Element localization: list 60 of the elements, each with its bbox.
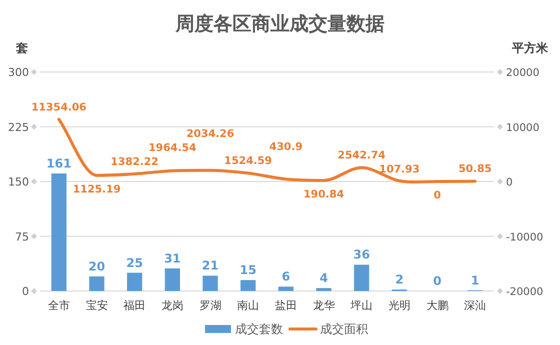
bar — [89, 276, 104, 291]
x-tick-label: 南山 — [237, 299, 260, 312]
data-label: 36 — [353, 248, 370, 262]
y2-tick-label: -20000 — [506, 286, 544, 298]
x-tick-label: 坪山 — [350, 299, 373, 312]
x-tick-label: 龙华 — [312, 299, 335, 312]
x-tick-label: 宝安 — [86, 299, 108, 312]
x-tick-label: 大鹏 — [426, 299, 448, 312]
x-tick-label: 全市 — [48, 299, 70, 312]
y2-tick-label: 10000 — [506, 122, 540, 134]
data-label: 0 — [433, 274, 442, 288]
bar — [354, 264, 370, 291]
data-label: 15 — [240, 263, 256, 278]
data-label: 1524.59 — [224, 155, 272, 168]
y2-tick-label: 0 — [506, 176, 513, 188]
data-label: 6 — [282, 270, 290, 284]
data-label: 190.84 — [303, 188, 344, 200]
data-label: 1382.22 — [110, 156, 158, 168]
data-label: 25 — [126, 256, 143, 270]
legend-label: 成交面积 — [320, 322, 368, 336]
chart-title: 周度各区商业成交量数据 — [174, 13, 384, 35]
y2-axis-title: 平方米 — [511, 41, 549, 55]
bar — [51, 173, 66, 291]
data-label: 0 — [434, 190, 441, 202]
data-label: 430.9 — [269, 141, 303, 154]
y2-tick-label: 20000 — [506, 67, 540, 79]
bar — [127, 272, 142, 291]
data-label: 2542.74 — [338, 150, 386, 162]
x-tick-label: 龙岗 — [161, 299, 184, 312]
data-label: 4 — [320, 271, 328, 286]
bar — [240, 280, 256, 291]
bar — [202, 276, 218, 291]
x-tick-label: 光明 — [388, 299, 410, 312]
y-tick-label: 0 — [22, 285, 29, 298]
bar — [316, 288, 332, 291]
legend-label: 成交套数 — [235, 322, 283, 336]
bar — [278, 286, 294, 291]
y2-tick-label: -10000 — [506, 231, 544, 244]
data-label: 161 — [46, 156, 72, 170]
y-tick-label: 75 — [15, 230, 29, 244]
data-label: 1964.54 — [148, 142, 196, 154]
y-tick-label: 225 — [8, 120, 29, 134]
data-label: 2 — [395, 272, 404, 287]
data-label: 50.85 — [458, 163, 492, 176]
x-tick-label: 深汕 — [464, 299, 486, 312]
y-axis-title: 套 — [15, 41, 28, 55]
data-label: 107.93 — [379, 164, 420, 176]
data-label: 21 — [202, 258, 219, 273]
data-label: 1125.19 — [72, 183, 121, 196]
data-label: 11354.06 — [31, 101, 86, 114]
y-tick-label: 300 — [8, 66, 29, 79]
bar — [164, 268, 180, 291]
x-tick-label: 福田 — [124, 299, 146, 312]
data-label: 31 — [164, 251, 181, 266]
x-tick-label: 罗湖 — [199, 299, 222, 312]
x-tick-label: 盐田 — [274, 299, 297, 312]
data-label: 2034.26 — [186, 128, 234, 140]
data-label: 1 — [470, 273, 480, 288]
data-label: 20 — [88, 259, 106, 274]
y-tick-label: 150 — [8, 176, 29, 188]
